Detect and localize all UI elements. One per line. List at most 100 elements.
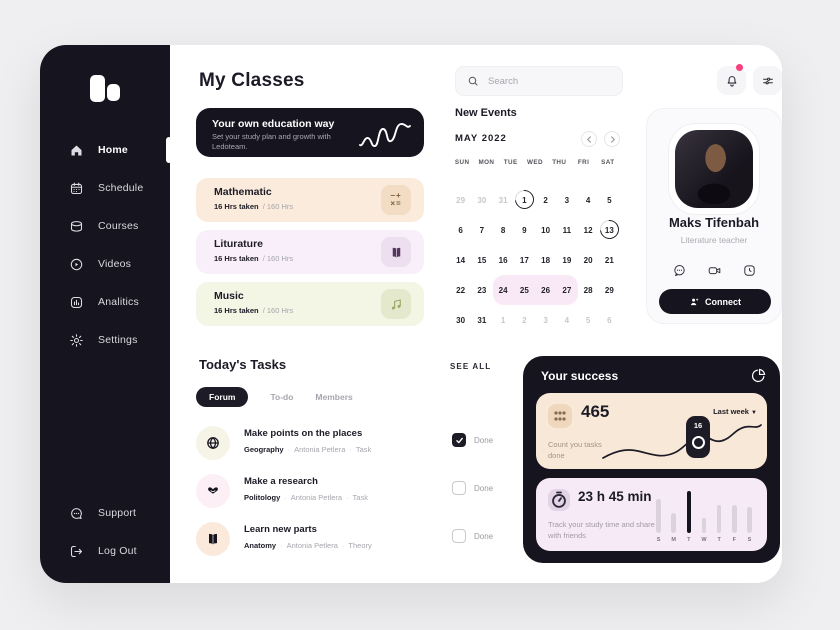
calendar-day[interactable]: 3 xyxy=(564,195,570,205)
calendar-day[interactable]: 30 xyxy=(477,195,487,205)
sidebar-item-analitics[interactable]: Analitics xyxy=(40,283,170,321)
analytics-icon xyxy=(68,294,84,310)
globe-icon xyxy=(196,426,230,460)
calendar-day[interactable]: 19 xyxy=(562,255,572,265)
sidebar-item-support[interactable]: Support xyxy=(40,494,170,532)
class-card-mathematic[interactable]: Mathematic 16 Hrs taken / 160 Hrs −+ ×= xyxy=(196,178,424,222)
preferences-button[interactable] xyxy=(753,66,782,95)
task-meta: Politology · Antonia Petlera · Task xyxy=(244,493,368,502)
calendar-day-header: TUE xyxy=(503,159,518,166)
calendar-day[interactable]: 31 xyxy=(498,195,508,205)
bar-label: F xyxy=(732,537,736,543)
calendar-day[interactable]: 6 xyxy=(458,225,463,235)
calendar-day[interactable]: 25 xyxy=(513,275,535,305)
calendar-week-row: 22 23 24 25 26 27 28 29 xyxy=(450,275,620,305)
calendar-day[interactable]: 11 xyxy=(562,225,572,235)
book-icon xyxy=(196,522,230,556)
class-card-liturature[interactable]: Liturature 16 Hrs taken / 160 Hrs xyxy=(196,230,424,274)
video-call-icon[interactable] xyxy=(703,259,725,281)
sidebar-item-label: Analitics xyxy=(98,296,139,308)
calendar-day[interactable]: 1 xyxy=(514,185,535,215)
sidebar-item-videos[interactable]: Videos xyxy=(40,245,170,283)
teacher-role: Literature teacher xyxy=(680,235,748,245)
bar xyxy=(656,499,661,533)
connect-button[interactable]: Connect xyxy=(659,289,771,314)
bar xyxy=(686,491,692,533)
tasks-tabs: Forum To-do Members xyxy=(196,387,375,407)
calendar-day[interactable]: 31 xyxy=(477,315,487,325)
class-name: Mathematic xyxy=(214,186,272,198)
calendar-day[interactable]: 18 xyxy=(541,255,551,265)
bar-column: M xyxy=(666,487,681,543)
calendar-day-header: WED xyxy=(527,159,543,166)
calendar-day[interactable]: 17 xyxy=(519,255,529,265)
calendar-day[interactable]: 22 xyxy=(456,285,466,295)
success-heading: Your success xyxy=(541,369,619,383)
calendar-day[interactable]: 10 xyxy=(541,225,551,235)
calendar-day[interactable]: 9 xyxy=(522,225,527,235)
calendar-week-row: 30 31 1 2 3 4 5 6 xyxy=(450,305,620,335)
calendar-day[interactable]: 23 xyxy=(477,285,487,295)
sidebar-item-log-out[interactable]: Log Out xyxy=(40,532,170,570)
tab-forum[interactable]: Forum xyxy=(196,387,249,407)
task-done-checkbox[interactable] xyxy=(452,481,466,495)
period-dropdown[interactable]: Last week ▼ xyxy=(713,407,757,416)
calendar-day[interactable]: 2 xyxy=(543,195,548,205)
calendar-next-button[interactable] xyxy=(604,131,620,147)
bar xyxy=(732,505,737,533)
calendar-day[interactable]: 20 xyxy=(583,255,593,265)
app-window: Home Schedule Courses Videos Analitics Settin… xyxy=(40,45,782,583)
see-all-link[interactable]: SEE ALL xyxy=(450,362,492,371)
message-icon[interactable] xyxy=(668,259,690,281)
tasks-line-chart xyxy=(602,424,762,459)
calendar-day[interactable]: 24 xyxy=(492,275,514,305)
calendar-day[interactable]: 12 xyxy=(583,225,593,235)
calendar-day-header: SUN xyxy=(454,159,470,166)
clock-icon[interactable] xyxy=(738,259,760,281)
done-label: Done xyxy=(474,436,494,445)
calendar-day[interactable]: 1 xyxy=(500,315,506,325)
calendar-day[interactable]: 26 xyxy=(535,275,557,305)
calendar-day[interactable]: 4 xyxy=(585,195,591,205)
calendar-week-row: 6 7 8 9 10 11 12 13 xyxy=(450,215,620,245)
sidebar-item-label: Home xyxy=(98,144,128,156)
calendar-day[interactable]: 15 xyxy=(477,255,487,265)
bar xyxy=(716,505,722,533)
calendar-day[interactable]: 30 xyxy=(456,315,466,325)
calendar-day[interactable]: 8 xyxy=(500,225,506,235)
done-label: Done xyxy=(474,532,494,541)
search-input[interactable]: Search xyxy=(455,66,623,96)
bar-label: W xyxy=(701,537,707,543)
calendar-day[interactable]: 13 xyxy=(599,215,620,245)
calendar-prev-button[interactable] xyxy=(581,131,597,147)
calendar-day[interactable]: 27 xyxy=(556,275,578,305)
calendar-day[interactable]: 3 xyxy=(543,315,548,325)
calendar-day[interactable]: 29 xyxy=(456,195,466,205)
sidebar-item-settings[interactable]: Settings xyxy=(40,321,170,359)
squiggle-graphic xyxy=(359,122,411,147)
calendar-day[interactable]: 6 xyxy=(607,315,612,325)
calendar-day[interactable]: 28 xyxy=(583,285,593,295)
calendar-day[interactable]: 7 xyxy=(479,225,485,235)
bar-column: S xyxy=(651,487,666,543)
calendar-day[interactable]: 21 xyxy=(604,255,614,265)
calendar-day[interactable]: 14 xyxy=(456,255,466,265)
sidebar-item-courses[interactable]: Courses xyxy=(40,207,170,245)
task-done-checkbox[interactable] xyxy=(452,433,466,447)
calendar-day[interactable]: 2 xyxy=(522,315,527,325)
calendar-day[interactable]: 16 xyxy=(498,255,508,265)
class-card-music[interactable]: Music 16 Hrs taken / 160 Hrs xyxy=(196,282,424,326)
calendar-day[interactable]: 29 xyxy=(604,285,614,295)
tab-members[interactable]: Members xyxy=(315,392,353,402)
pie-chart-icon[interactable] xyxy=(750,367,767,384)
calendar-day[interactable]: 5 xyxy=(607,195,612,205)
calendar-day[interactable]: 5 xyxy=(585,315,591,325)
task-done-checkbox[interactable] xyxy=(452,529,466,543)
sidebar-footer-nav: Support Log Out xyxy=(40,494,170,570)
notifications-button[interactable] xyxy=(717,64,746,95)
tab-to-do[interactable]: To-do xyxy=(270,392,294,402)
sidebar-item-home[interactable]: Home xyxy=(40,131,172,169)
calendar-day[interactable]: 4 xyxy=(564,315,570,325)
calendar-weekday-row: SUN MON TUE WED THU FRI SAT xyxy=(450,159,620,166)
sidebar-item-schedule[interactable]: Schedule xyxy=(40,169,170,207)
